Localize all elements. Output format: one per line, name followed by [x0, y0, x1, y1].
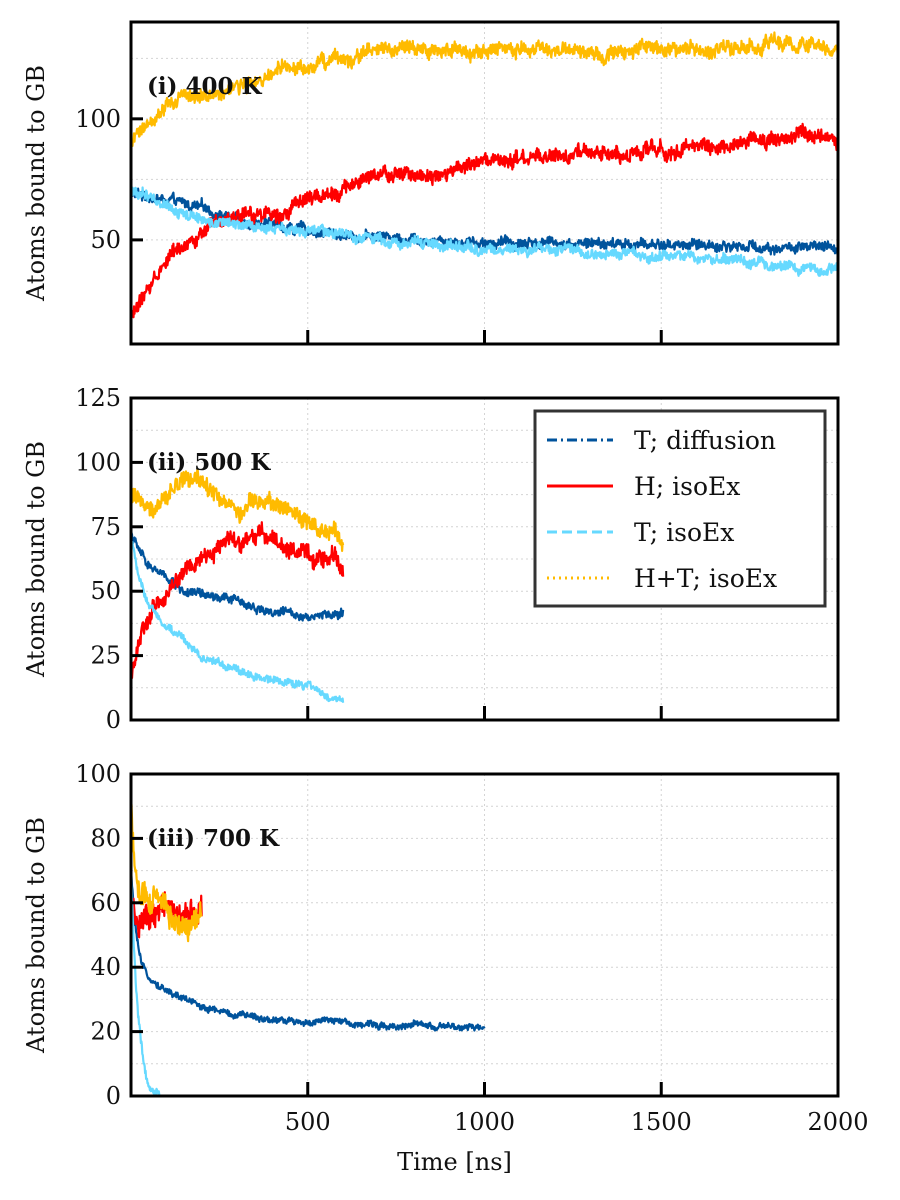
- series-line-h-t-isoex: [131, 31, 838, 147]
- panel-700k: 500 1000 1500 2000 0 20 40 60 80 100 Atoms bound t…: [22, 760, 869, 1176]
- x-tick-label: 500: [285, 1108, 331, 1136]
- panel-500k: 0 25 50 75 100 125 Atoms bound to GB (ii) 500 K…: [22, 384, 840, 734]
- series-line-t-isoex: [131, 538, 345, 703]
- panel-label: (iii) 700 K: [147, 825, 280, 852]
- y-tick-label: 75: [90, 513, 121, 541]
- grid: [131, 22, 838, 344]
- x-axis-label: Time [ns]: [397, 1148, 512, 1176]
- legend: T; diffusion H; isoEx T; isoEx H+T; isoEx: [533, 409, 827, 608]
- series-group: [131, 31, 838, 323]
- y-tick-label: 100: [75, 760, 121, 788]
- series-line-h-t-isoex: [131, 468, 345, 552]
- y-tick-label: 40: [90, 953, 121, 981]
- panel-label: (ii) 500 K: [147, 449, 271, 476]
- legend-label-t-diffusion: T; diffusion: [634, 426, 776, 455]
- series-line-t-isoex: [131, 870, 161, 1096]
- y-axis-label: Atoms bound to GB: [22, 65, 50, 302]
- y-tick-label: 60: [90, 889, 121, 917]
- series-line-t-diffusion: [131, 868, 486, 1032]
- y-tick-label: 50: [90, 226, 121, 254]
- x-tick-label: 2000: [807, 1108, 868, 1136]
- panel-label: (i) 400 K: [147, 73, 263, 100]
- series-line-h-isoex: [131, 122, 838, 323]
- grid: [131, 774, 838, 1096]
- y-axis-label: Atoms bound to GB: [22, 817, 50, 1054]
- series-line-h-isoex: [131, 521, 345, 680]
- y-tick-label: 0: [106, 1082, 121, 1110]
- series-group: [131, 803, 486, 1096]
- y-tick-label: 125: [75, 384, 121, 412]
- y-tick-label: 100: [75, 105, 121, 133]
- legend-label-t-isoex: T; isoEx: [634, 518, 734, 547]
- series-line-t-diffusion: [131, 531, 345, 622]
- panel-400k: 50 100 Atoms bound to GB (i) 400 K: [22, 20, 840, 346]
- x-tick-label: 1000: [454, 1108, 515, 1136]
- x-tick-label: 1500: [631, 1108, 692, 1136]
- legend-box: [533, 409, 827, 608]
- series-line-h-t-isoex: [131, 803, 203, 943]
- series-line-t-isoex: [131, 186, 838, 277]
- series-group: [131, 468, 345, 703]
- y-tick-label: 25: [90, 642, 121, 670]
- y-tick-label: 20: [90, 1018, 121, 1046]
- y-axis-label: Atoms bound to GB: [22, 441, 50, 678]
- y-tick-label: 0: [106, 706, 121, 734]
- legend-label-h-isoex: H; isoEx: [634, 472, 740, 501]
- y-tick-label: 80: [90, 824, 121, 852]
- y-tick-label: 50: [90, 577, 121, 605]
- y-tick-label: 100: [75, 448, 121, 476]
- legend-label-h-t-isoex: H+T; isoEx: [634, 564, 777, 593]
